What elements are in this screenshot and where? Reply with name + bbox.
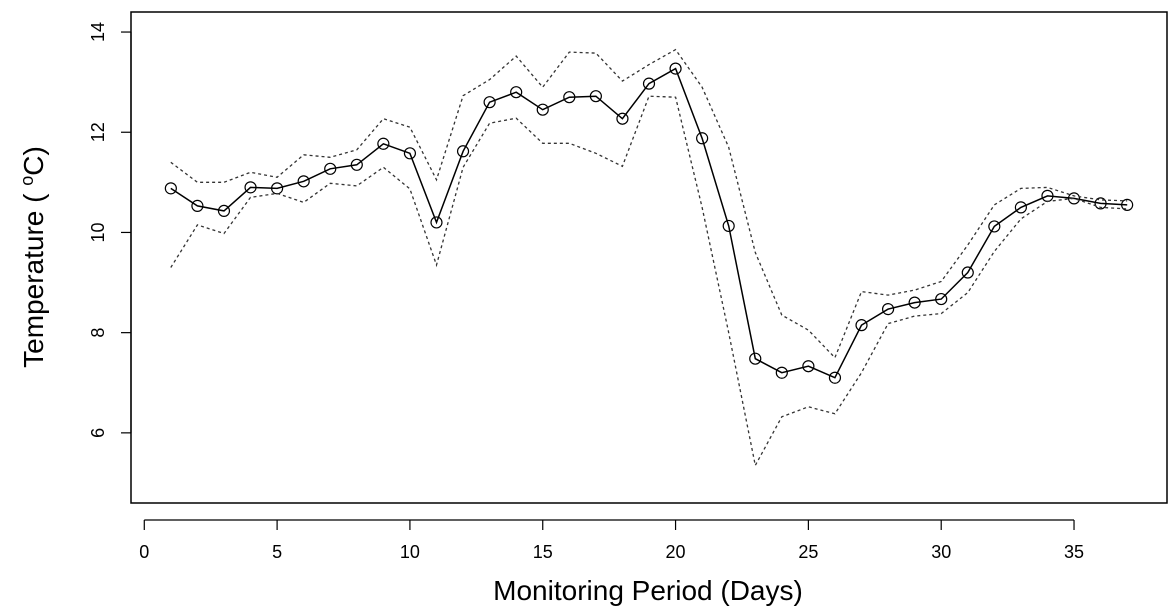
- series-line-upper: [170, 48, 1128, 359]
- data-point: [988, 220, 1001, 233]
- y-axis-title-degree: o: [17, 176, 37, 186]
- data-point: [935, 292, 948, 306]
- data-point: [908, 296, 921, 309]
- data-point: [536, 103, 549, 116]
- x-axis-title: Monitoring Period (Days): [493, 575, 803, 606]
- x-tick-label: 20: [666, 542, 686, 562]
- data-point: [377, 137, 390, 150]
- data-point: [669, 62, 682, 75]
- x-tick-label: 35: [1064, 542, 1084, 562]
- y-tick-label: 14: [88, 22, 108, 42]
- data-point: [483, 96, 496, 109]
- series-line-lower: [170, 95, 1128, 468]
- data-point: [775, 366, 788, 379]
- data-point: [164, 182, 177, 195]
- series-line-mean: [170, 67, 1128, 379]
- data-point: [802, 360, 815, 373]
- y-axis-title-main: Temperature (: [18, 186, 49, 368]
- series-layer: [164, 48, 1134, 468]
- x-tick-label: 15: [533, 542, 553, 562]
- data-point: [722, 219, 735, 233]
- data-point: [244, 181, 257, 194]
- data-point: [642, 77, 656, 90]
- data-point: [961, 266, 974, 279]
- data-point: [616, 112, 629, 125]
- x-tick-label: 30: [931, 542, 951, 562]
- data-point: [828, 371, 842, 384]
- data-point: [456, 145, 470, 158]
- data-point: [430, 216, 443, 229]
- data-point: [350, 158, 363, 171]
- data-point: [403, 147, 417, 160]
- y-axis: 6 8 10 12 14: [88, 22, 132, 438]
- data-point: [297, 175, 310, 188]
- y-axis-title-unit: C): [18, 146, 49, 176]
- y-tick-label: 8: [88, 328, 108, 338]
- x-tick-label: 25: [798, 542, 818, 562]
- data-point: [191, 199, 204, 212]
- y-axis-title: Temperature ( oC): [17, 146, 49, 368]
- x-tick-label: 0: [139, 542, 149, 562]
- data-point: [1121, 198, 1134, 211]
- data-point: [881, 303, 895, 316]
- data-point: [696, 132, 709, 145]
- x-tick-label: 5: [272, 542, 282, 562]
- data-point: [1014, 201, 1027, 214]
- y-tick-label: 10: [88, 222, 108, 242]
- data-point: [749, 352, 762, 365]
- data-point: [1067, 192, 1081, 205]
- data-point: [1094, 197, 1107, 210]
- data-point: [589, 90, 602, 103]
- data-point: [855, 319, 868, 332]
- plot-frame: [130, 11, 1168, 504]
- data-point: [563, 91, 576, 104]
- data-point: [217, 204, 231, 218]
- data-point: [324, 162, 337, 175]
- data-point: [510, 86, 523, 99]
- x-tick-label: 10: [400, 542, 420, 562]
- y-tick-label: 6: [88, 428, 108, 438]
- x-axis: 0 5 10 15 20 25 30 35: [139, 519, 1084, 562]
- y-tick-label: 12: [88, 122, 108, 142]
